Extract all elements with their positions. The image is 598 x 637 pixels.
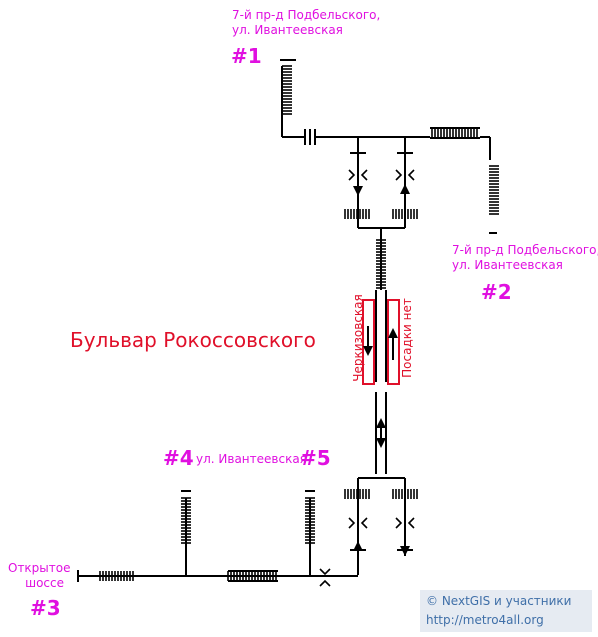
turnstile-icon-lower-left [348, 517, 356, 529]
turnstile-icon-upper-right [407, 169, 415, 181]
credit-box: © NextGIS и участники http://metro4all.o… [420, 590, 592, 632]
turnstile-icon-lower-right [407, 517, 415, 529]
platform-sign-frame-right [387, 299, 400, 385]
exit-3-number: #3 [30, 596, 61, 620]
exit-3-address: Открытое шоссе [8, 561, 71, 590]
entrance-arrow-upper-left [353, 186, 363, 196]
train-direction-arrow-right [388, 328, 398, 338]
station-name: Бульвар Рокоссовского [70, 328, 316, 352]
turnstile-icon-lower-left [360, 517, 368, 529]
credit-copyright: © NextGIS и участники [426, 594, 572, 608]
turnstile-icon-lower-right [395, 517, 403, 529]
corridor-arrow-down [376, 438, 386, 448]
street-label-ivanteevskaya: ул. Ивантеевская [196, 452, 307, 466]
narrowing-mark [319, 579, 331, 587]
exit-2-number: #2 [481, 280, 512, 304]
corridor-arrow-up [376, 418, 386, 428]
train-direction-arrow-left [363, 346, 373, 356]
platform-sign-no-boarding: Посадки нет [400, 298, 414, 378]
turnstile-icon-upper-left [360, 169, 368, 181]
turnstile-icon-upper-right [395, 169, 403, 181]
exit-1-number: #1 [231, 44, 262, 68]
narrowing-mark [319, 568, 331, 576]
exit-arrow-upper-right [400, 184, 410, 194]
platform-sign-frame-left [362, 299, 375, 385]
turnstile-icon-upper-left [348, 169, 356, 181]
platform-sign-cherkizovskaya: Черкизовская [351, 294, 365, 382]
exit-1-address: 7-й пр-д Подбельского, ул. Ивантеевская [232, 8, 381, 37]
exit-4-number: #4 [163, 446, 194, 470]
credit-url[interactable]: http://metro4all.org [426, 613, 544, 627]
exit-arrow-lower-left [353, 541, 363, 551]
exit-2-address: 7-й пр-д Подбельского, ул. Ивантеевская [452, 243, 598, 272]
exit-5-number: #5 [300, 446, 331, 470]
